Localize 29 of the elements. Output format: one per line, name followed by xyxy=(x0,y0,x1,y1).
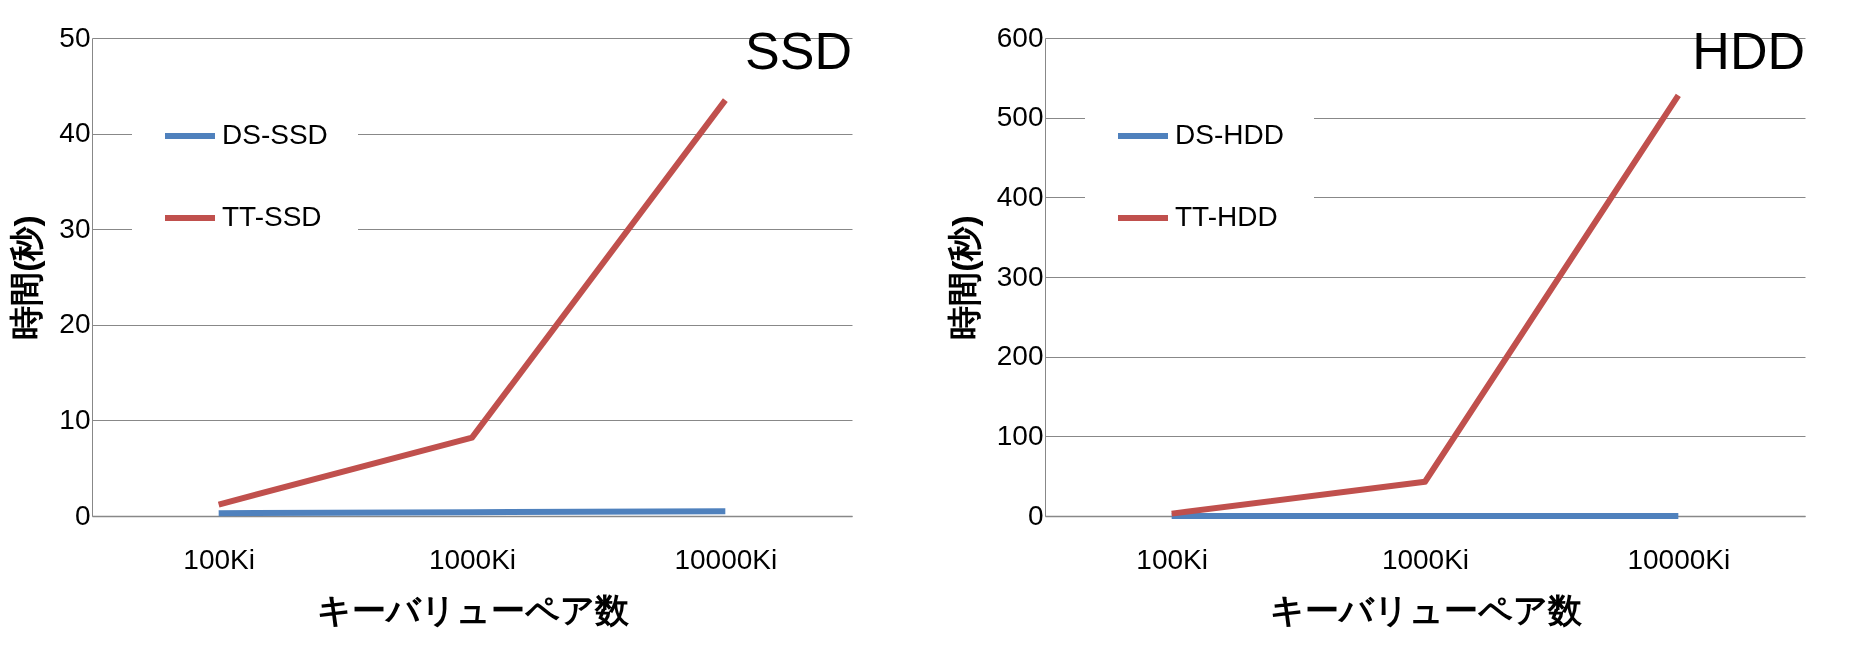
y-tick-label: 500 xyxy=(996,101,1044,133)
y-tick-label: 50 xyxy=(59,21,91,53)
y-tick-label: 20 xyxy=(59,308,91,340)
x-tick-label: 10000Ki xyxy=(1627,543,1731,575)
chart-title: SSD xyxy=(745,22,852,80)
x-axis-title: キーバリューペア数 xyxy=(1269,590,1583,629)
x-tick-label: 100Ki xyxy=(183,543,255,575)
x-axis-title: キーバリューペア数 xyxy=(316,590,630,629)
y-tick-label: 10 xyxy=(59,403,91,435)
y-tick-label: 300 xyxy=(996,260,1044,292)
x-tick-label: 100Ki xyxy=(1136,543,1208,575)
y-tick-label: 200 xyxy=(996,340,1044,372)
legend-label: TT-SSD xyxy=(222,201,322,232)
y-tick-label: 30 xyxy=(59,212,91,244)
x-tick-label: 1000Ki xyxy=(428,543,517,575)
chart-title: HDD xyxy=(1692,22,1805,80)
y-axis-title: 時間(秒) xyxy=(7,215,46,340)
legend-label: TT-HDD xyxy=(1175,201,1278,232)
legend-label: DS-HDD xyxy=(1175,119,1284,150)
legend-label: DS-SSD xyxy=(222,119,328,150)
y-tick-label: 0 xyxy=(74,499,91,531)
y-tick-label: 100 xyxy=(996,419,1044,451)
y-tick-label: 0 xyxy=(1027,499,1044,531)
y-tick-label: 600 xyxy=(996,21,1044,53)
x-tick-label: 10000Ki xyxy=(674,543,778,575)
y-tick-label: 400 xyxy=(996,180,1044,212)
x-tick-label: 1000Ki xyxy=(1381,543,1470,575)
y-tick-label: 40 xyxy=(59,117,91,149)
y-axis-title: 時間(秒) xyxy=(944,215,983,340)
